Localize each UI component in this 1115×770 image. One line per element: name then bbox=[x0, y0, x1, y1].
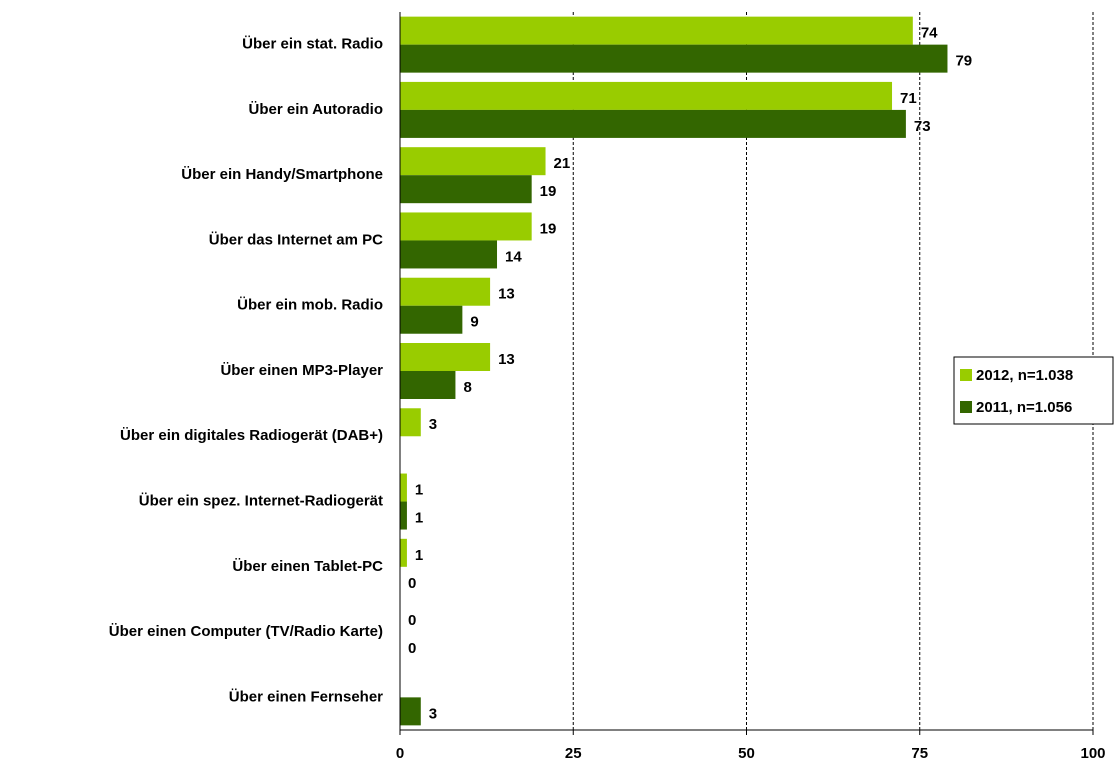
x-tick-label: 50 bbox=[738, 745, 755, 762]
category-label: Über einen MP3-Player bbox=[220, 362, 383, 379]
legend-swatch bbox=[960, 369, 972, 381]
category-label: Über ein stat. Radio bbox=[242, 36, 383, 53]
bar bbox=[400, 277, 491, 306]
x-tick-label: 25 bbox=[565, 745, 582, 762]
bar bbox=[400, 305, 463, 334]
category-label: Über ein digitales Radiogerät (DAB+) bbox=[120, 427, 383, 444]
category-label: Über ein Handy/Smartphone bbox=[181, 166, 383, 183]
value-label: 0 bbox=[408, 575, 416, 592]
x-tick-label: 100 bbox=[1080, 745, 1105, 762]
legend-label: 2011, n=1.056 bbox=[976, 399, 1072, 416]
value-label: 1 bbox=[415, 482, 423, 499]
category-label: Über einen Fernseher bbox=[229, 688, 383, 705]
value-label: 13 bbox=[498, 351, 515, 368]
value-label: 0 bbox=[408, 640, 416, 657]
x-tick-label: 0 bbox=[396, 745, 404, 762]
legend-box bbox=[953, 356, 1114, 425]
bar bbox=[400, 697, 421, 726]
value-label: 14 bbox=[505, 248, 522, 265]
value-label: 13 bbox=[498, 286, 515, 303]
legend-swatch bbox=[960, 401, 972, 413]
value-label: 3 bbox=[429, 416, 437, 433]
bar bbox=[400, 147, 546, 176]
value-label: 0 bbox=[408, 612, 416, 629]
value-label: 71 bbox=[900, 90, 917, 107]
bar bbox=[400, 109, 906, 138]
bar bbox=[400, 240, 498, 269]
value-label: 79 bbox=[955, 53, 972, 70]
bar bbox=[400, 371, 456, 399]
bar bbox=[400, 44, 948, 73]
value-label: 19 bbox=[540, 220, 557, 237]
x-tick-label: 75 bbox=[911, 745, 928, 762]
category-label: Über das Internet am PC bbox=[209, 231, 383, 248]
legend-label: 2012, n=1.038 bbox=[976, 367, 1073, 384]
category-label: Über ein mob. Radio bbox=[237, 297, 383, 314]
value-label: 74 bbox=[921, 25, 938, 42]
bar bbox=[400, 81, 893, 110]
value-label: 9 bbox=[470, 314, 478, 331]
value-label: 1 bbox=[415, 547, 423, 564]
category-label: Über einen Tablet-PC bbox=[232, 558, 383, 575]
bar bbox=[400, 538, 407, 567]
category-label: Über einen Computer (TV/Radio Karte) bbox=[109, 623, 383, 640]
value-label: 73 bbox=[914, 118, 931, 135]
value-label: 1 bbox=[415, 510, 423, 527]
bar bbox=[400, 175, 532, 204]
bar bbox=[400, 408, 421, 437]
bar bbox=[400, 16, 913, 45]
bar bbox=[400, 501, 407, 530]
bar bbox=[400, 343, 491, 371]
category-label: Über ein Autoradio bbox=[249, 101, 383, 118]
value-label: 19 bbox=[540, 183, 557, 200]
value-label: 3 bbox=[429, 705, 437, 722]
category-label: Über ein spez. Internet-Radiogerät bbox=[139, 493, 383, 510]
value-label: 21 bbox=[554, 155, 571, 172]
bar bbox=[400, 473, 407, 502]
bar bbox=[400, 212, 532, 241]
value-label: 8 bbox=[463, 379, 471, 396]
